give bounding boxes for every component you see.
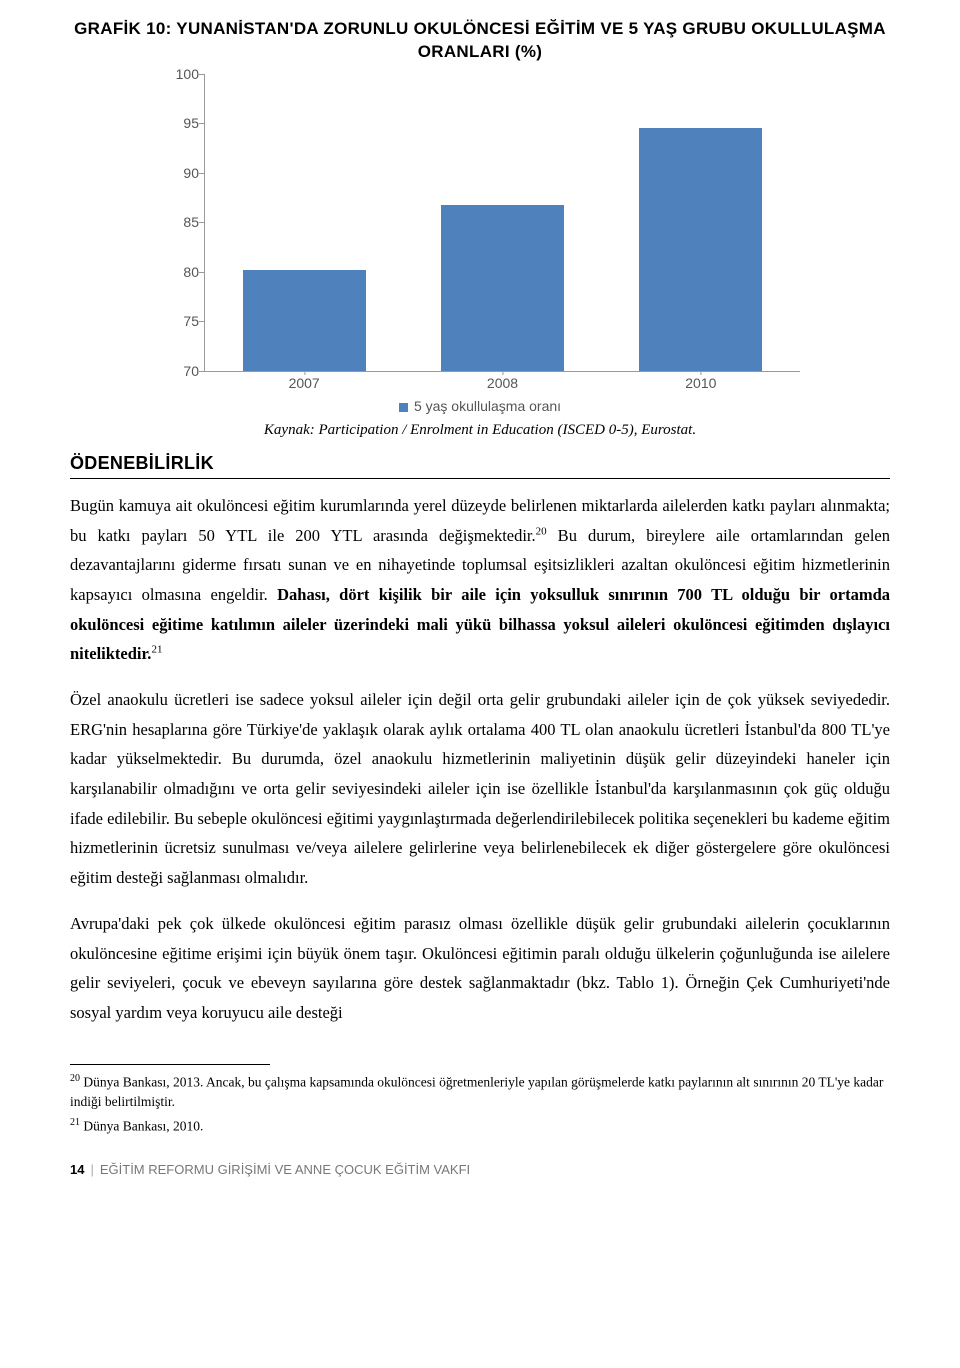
chart-bar xyxy=(441,205,564,371)
y-tick-label: 95 xyxy=(167,115,199,131)
y-tick-label: 75 xyxy=(167,313,199,329)
footnote-20: 20 Dünya Bankası, 2013. Ancak, bu çalışm… xyxy=(70,1071,890,1113)
chart-bar xyxy=(243,270,366,371)
y-tick-label: 70 xyxy=(167,363,199,379)
footnote-21-text: Dünya Bankası, 2010. xyxy=(80,1118,203,1133)
section-heading: ÖDENEBİLİRLİK xyxy=(70,453,890,479)
x-tick-label: 2010 xyxy=(685,375,716,391)
footnote-21: 21 Dünya Bankası, 2010. xyxy=(70,1115,890,1137)
chart-plot-area: 707580859095100200720082010 xyxy=(204,74,800,372)
footnote-ref-20: 20 xyxy=(536,525,547,537)
y-tick-label: 90 xyxy=(167,165,199,181)
chart-legend: 5 yaş okullulaşma oranı xyxy=(160,398,800,414)
legend-swatch xyxy=(399,403,408,412)
chart-bar xyxy=(639,128,762,371)
paragraph-3: Avrupa'daki pek çok ülkede okulöncesi eğ… xyxy=(70,909,890,1028)
footnote-rule xyxy=(70,1064,270,1065)
chart-title: GRAFİK 10: YUNANİSTAN'DA ZORUNLU OKULÖNC… xyxy=(70,18,890,64)
chart-container: 707580859095100200720082010 5 yaş okullu… xyxy=(160,74,800,414)
footer-text: EĞİTİM REFORMU GİRİŞİMİ VE ANNE ÇOCUK EĞ… xyxy=(100,1162,470,1177)
footer-separator: | xyxy=(90,1162,93,1177)
y-tick-label: 80 xyxy=(167,264,199,280)
footnote-20-num: 20 xyxy=(70,1073,80,1084)
y-tick-label: 100 xyxy=(167,66,199,82)
footnote-21-num: 21 xyxy=(70,1117,80,1128)
x-tick-label: 2008 xyxy=(487,375,518,391)
x-tick-label: 2007 xyxy=(289,375,320,391)
legend-label: 5 yaş okullulaşma oranı xyxy=(414,398,561,414)
paragraph-1: Bugün kamuya ait okulöncesi eğitim kurum… xyxy=(70,491,890,669)
page-number: 14 xyxy=(70,1162,84,1177)
paragraph-2: Özel anaokulu ücretleri ise sadece yoksu… xyxy=(70,685,890,893)
chart-source: Kaynak: Participation / Enrolment in Edu… xyxy=(70,422,890,439)
page-footer: 14 | EĞİTİM REFORMU GİRİŞİMİ VE ANNE ÇOCUK… xyxy=(70,1162,890,1177)
y-tick-label: 85 xyxy=(167,214,199,230)
footnote-ref-21: 21 xyxy=(151,644,162,656)
footnote-20-text: Dünya Bankası, 2013. Ancak, bu çalışma k… xyxy=(70,1074,883,1109)
